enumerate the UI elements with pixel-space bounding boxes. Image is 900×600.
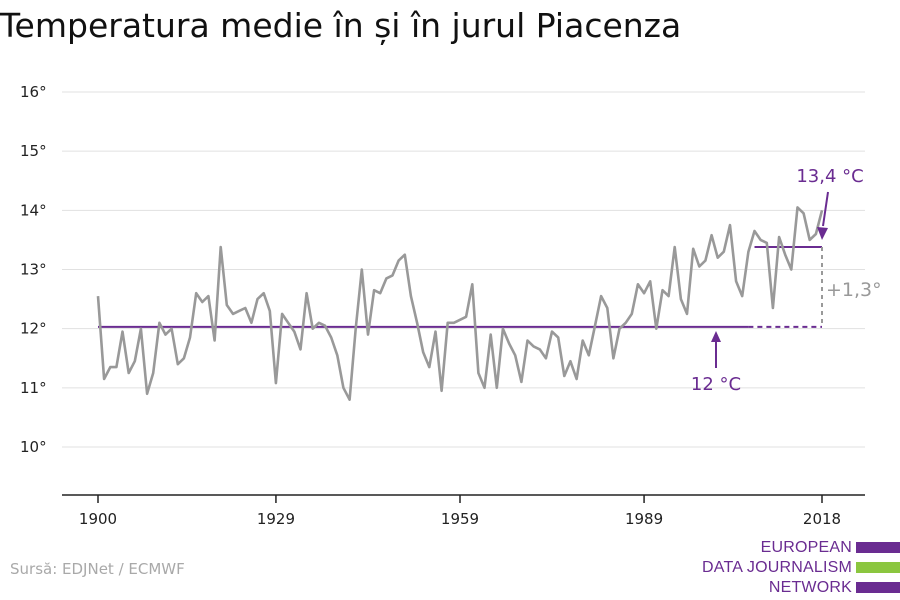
source-note: Sursă: EDJNet / ECMWF: [10, 560, 185, 578]
y-tick-label: 15°: [20, 142, 47, 160]
logo-bar-purple-2: [856, 582, 900, 593]
chart-title: Temperatura medie în și în jurul Piacenz…: [0, 6, 682, 45]
x-tick-label: 1989: [625, 510, 663, 528]
logo-line-3: NETWORK: [768, 579, 852, 596]
difference-label: +1,3°: [826, 279, 882, 301]
temperature-series: [96, 206, 824, 402]
y-tick-label: 14°: [20, 201, 47, 219]
tick-labels: 10° 11° 12° 13° 14° 15° 16° 1900 1929 1959 1989 201…: [20, 83, 841, 528]
x-tick-label: 1959: [441, 510, 479, 528]
temperature-line: [96, 206, 824, 402]
x-tick-label: 2018: [803, 510, 841, 528]
arrow-13-shaft: [822, 191, 829, 227]
label-12c: 12 °C: [691, 374, 741, 395]
label-13-4c: 13,4 °C: [796, 166, 863, 187]
grid-lines: [62, 91, 865, 448]
reference-lines: [98, 246, 823, 328]
x-tick-label: 1929: [257, 510, 295, 528]
y-tick-label: 10°: [20, 438, 47, 456]
x-tick-label: 1900: [79, 510, 117, 528]
annotations: 12 °C 13,4 °C +1,3°: [691, 166, 882, 395]
logo-bar-purple: [856, 542, 900, 553]
edjnet-logo: EUROPEAN DATA JOURNALISM NETWORK: [700, 538, 900, 598]
y-tick-label: 13°: [20, 261, 47, 279]
arrow-13-head: [817, 227, 828, 240]
logo-bar-green: [856, 562, 900, 573]
y-tick-label: 12°: [20, 320, 47, 338]
logo-line-2: DATA JOURNALISM: [702, 559, 852, 576]
logo-line-1: EUROPEAN: [760, 539, 852, 556]
y-tick-label: 16°: [20, 83, 47, 101]
x-axis: [62, 494, 865, 503]
y-tick-label: 11°: [20, 379, 47, 397]
arrow-12-head: [711, 331, 721, 342]
